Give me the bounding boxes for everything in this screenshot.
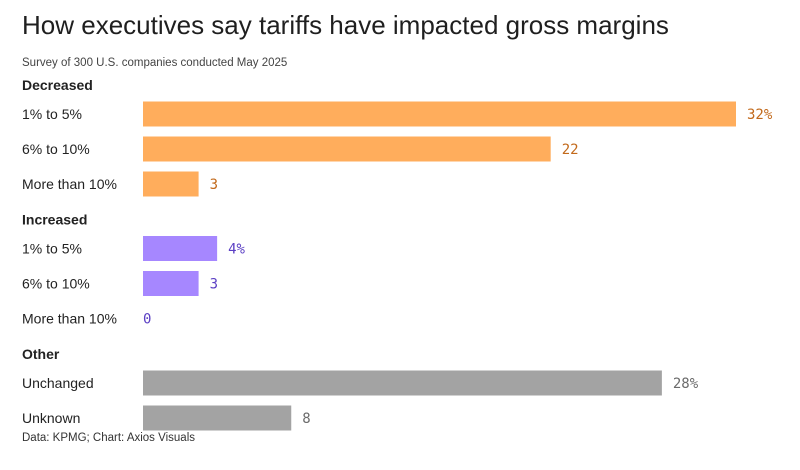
group-heading-increased: Increased [22,212,87,228]
chart-title: How executives say tariffs have impacted… [22,10,669,40]
group-heading-other: Other [22,346,60,362]
bar-increased-0 [143,236,218,261]
value-label-other-1: 8 [302,411,310,427]
category-label-increased-0: 1% to 5% [22,241,82,257]
group-heading-decreased: Decreased [22,77,93,93]
category-label-increased-1: 6% to 10% [22,276,90,292]
category-label-decreased-0: 1% to 5% [22,106,82,122]
bar-increased-1 [143,271,199,296]
value-label-increased-0: 4% [228,242,245,258]
chart-source-note: Data: KPMG; Chart: Axios Visuals [22,432,195,444]
category-label-other-1: Unknown [22,410,80,426]
value-label-other-0: 28% [673,376,699,392]
chart-subtitle: Survey of 300 U.S. companies conducted M… [22,57,288,69]
category-label-increased-2: More than 10% [22,311,117,327]
bar-decreased-2 [143,171,199,197]
category-label-decreased-2: More than 10% [22,176,117,192]
value-label-increased-2: 0 [143,312,151,328]
bar-decreased-1 [143,136,551,162]
category-label-decreased-1: 6% to 10% [22,141,90,157]
value-label-decreased-0: 32% [747,107,773,123]
bar-other-0 [143,370,662,396]
bar-other-1 [143,405,292,431]
bar-decreased-0 [143,101,736,127]
value-label-decreased-1: 22 [562,142,579,158]
category-label-other-0: Unchanged [22,375,94,391]
value-label-increased-1: 3 [210,277,218,293]
value-label-decreased-2: 3 [210,177,218,193]
